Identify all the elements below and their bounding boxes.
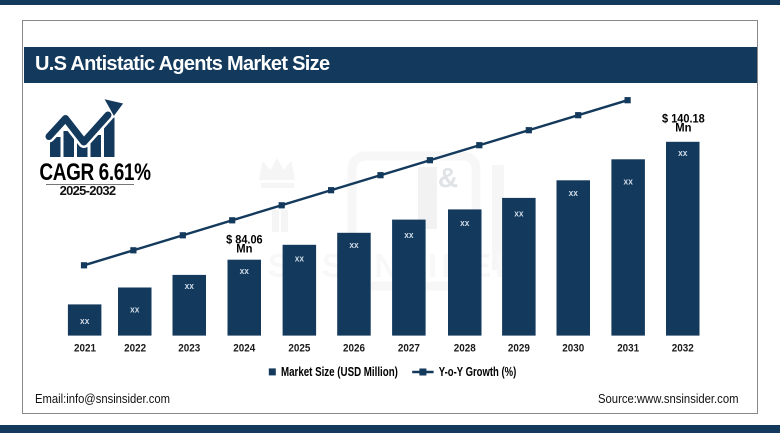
svg-text:xx: xx [80, 316, 90, 327]
svg-text:Mn: Mn [236, 244, 252, 256]
svg-text:xx: xx [240, 266, 250, 277]
svg-text:2022: 2022 [124, 342, 146, 354]
svg-text:xx: xx [514, 209, 524, 220]
svg-text:$ 84.06: $ 84.06 [226, 235, 263, 247]
svg-text:2023: 2023 [178, 342, 200, 354]
svg-text:$ 140.18: $ 140.18 [662, 114, 705, 126]
svg-text:Y-o-Y Growth (%): Y-o-Y Growth (%) [439, 365, 517, 379]
svg-text:2027: 2027 [398, 342, 420, 354]
svg-text:Market Size (USD Million): Market Size (USD Million) [281, 365, 398, 379]
svg-text:2029: 2029 [508, 342, 530, 354]
svg-text:2025: 2025 [288, 342, 310, 354]
svg-text:xx: xx [295, 254, 305, 265]
svg-text:2032: 2032 [672, 342, 694, 354]
svg-text:xx: xx [130, 305, 140, 316]
svg-text:xx: xx [349, 240, 359, 251]
svg-text:xx: xx [624, 177, 634, 188]
svg-text:2026: 2026 [343, 342, 365, 354]
svg-text:xx: xx [569, 188, 579, 199]
svg-text:Source:www.snsinsider.com: Source:www.snsinsider.com [598, 392, 739, 406]
svg-text:2031: 2031 [617, 342, 639, 354]
svg-text:Mn: Mn [675, 122, 691, 134]
svg-text:xx: xx [185, 281, 195, 292]
svg-text:xx: xx [404, 230, 414, 241]
svg-text:2030: 2030 [562, 342, 584, 354]
svg-text:xx: xx [678, 148, 688, 159]
svg-text:2021: 2021 [74, 342, 96, 354]
svg-text:&: & [438, 162, 458, 193]
svg-text:Email:info@snsinsider.com: Email:info@snsinsider.com [35, 392, 170, 406]
svg-text:2024: 2024 [233, 342, 256, 354]
svg-text:xx: xx [460, 218, 470, 229]
svg-text:2028: 2028 [454, 342, 476, 354]
